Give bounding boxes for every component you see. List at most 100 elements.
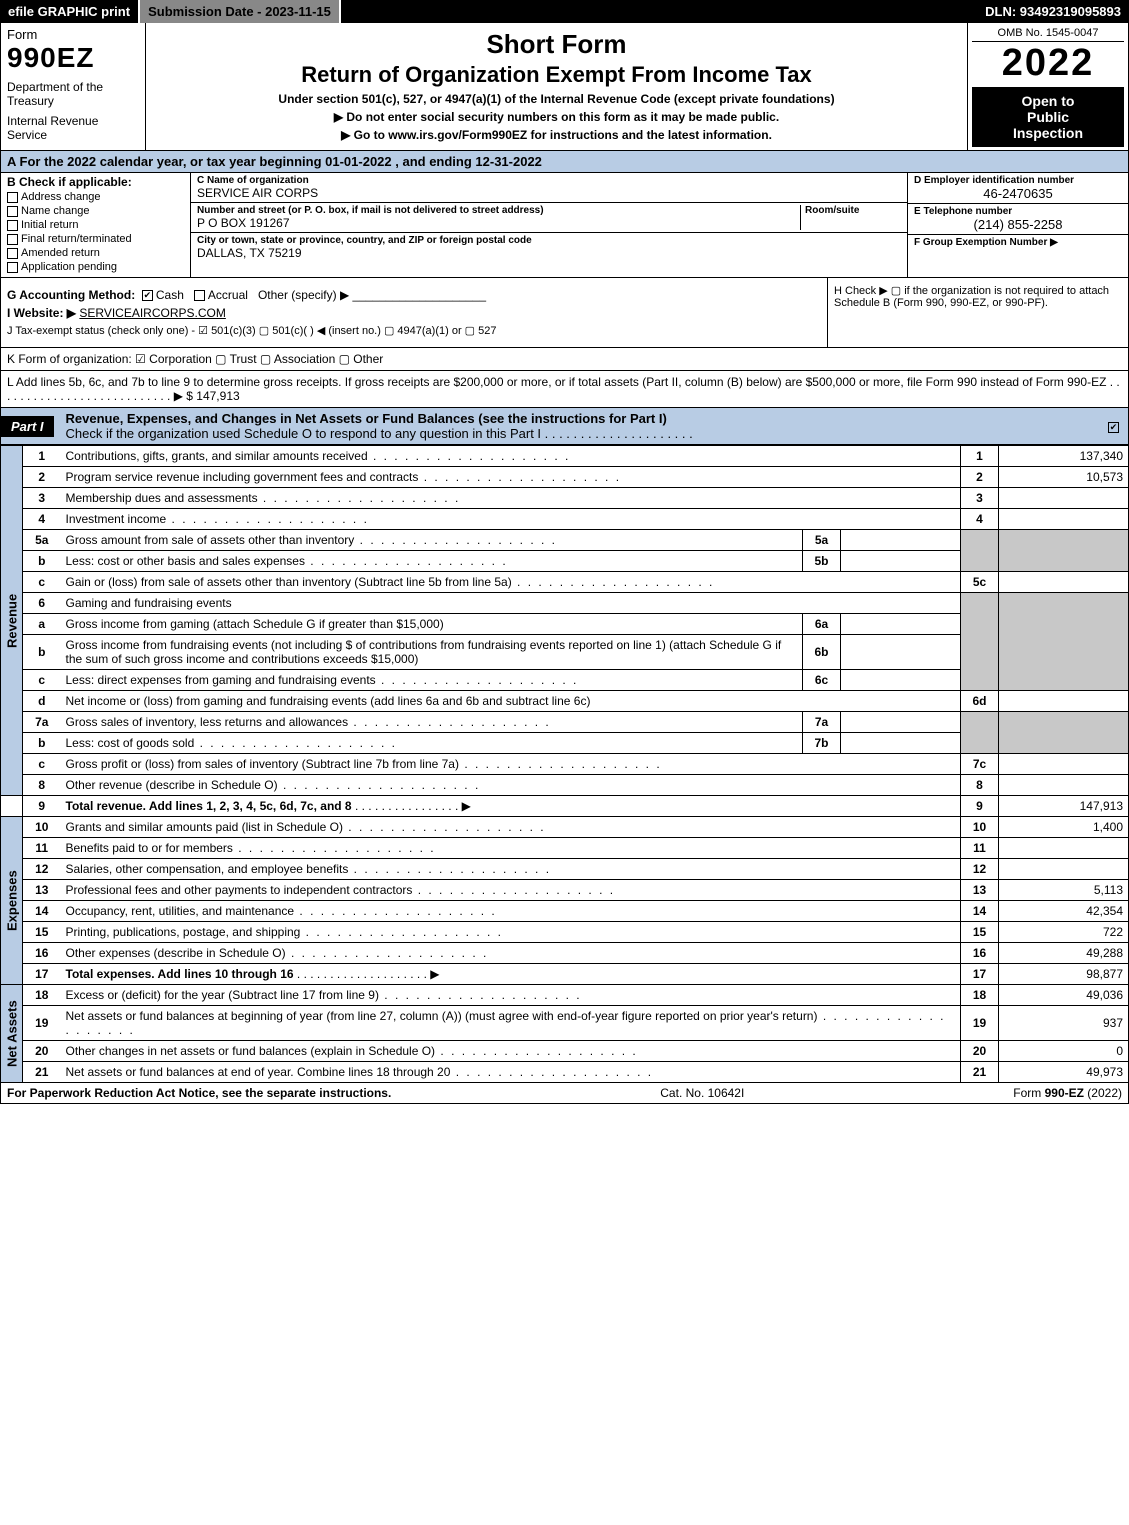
tax-year: 2022 <box>972 42 1124 85</box>
gi-left: G Accounting Method: Cash Accrual Other … <box>1 278 828 347</box>
l10-desc: Grants and similar amounts paid (list in… <box>61 817 961 838</box>
footer-right: Form 990-EZ (2022) <box>1013 1086 1122 1100</box>
l8-box: 8 <box>961 775 999 796</box>
l7b-desc: Less: cost of goods sold <box>61 733 803 754</box>
line-a: A For the 2022 calendar year, or tax yea… <box>0 151 1129 173</box>
side-rev-end <box>1 796 23 817</box>
chk-amended-return[interactable]: Amended return <box>7 247 184 259</box>
l7c-num: c <box>23 754 61 775</box>
l4-val <box>999 509 1129 530</box>
l2-box: 2 <box>961 467 999 488</box>
l5b-sv <box>841 551 961 572</box>
l4-desc: Investment income <box>61 509 961 530</box>
l7c-val <box>999 754 1129 775</box>
l9-box: 9 <box>961 796 999 817</box>
entity-block: B Check if applicable: Address change Na… <box>0 173 1129 278</box>
room-label: Room/suite <box>805 205 901 216</box>
l5-grey-val <box>999 530 1129 572</box>
ein-row: D Employer identification number 46-2470… <box>908 173 1128 204</box>
l13-box: 13 <box>961 880 999 901</box>
chk-application-pending[interactable]: Application pending <box>7 261 184 273</box>
form-number: 990EZ <box>7 42 139 74</box>
section-l-amount: $ 147,913 <box>186 389 239 403</box>
org-name: SERVICE AIR CORPS <box>197 186 901 200</box>
l19-desc: Net assets or fund balances at beginning… <box>61 1006 961 1041</box>
l11-val <box>999 838 1129 859</box>
l8-desc: Other revenue (describe in Schedule O) <box>61 775 961 796</box>
l4-box: 4 <box>961 509 999 530</box>
l17-num: 17 <box>23 964 61 985</box>
efile-label[interactable]: efile GRAPHIC print <box>0 0 140 23</box>
l6d-val <box>999 691 1129 712</box>
l5b-desc: Less: cost or other basis and sales expe… <box>61 551 803 572</box>
omb-number: OMB No. 1545-0047 <box>972 25 1124 42</box>
l7a-num: 7a <box>23 712 61 733</box>
l6-desc: Gaming and fundraising events <box>61 593 961 614</box>
l5a-desc: Gross amount from sale of assets other t… <box>61 530 803 551</box>
l8-num: 8 <box>23 775 61 796</box>
open-line2: Public <box>974 109 1122 125</box>
l11-desc: Benefits paid to or for members <box>61 838 961 859</box>
l7-grey-box <box>961 712 999 754</box>
section-c: C Name of organization SERVICE AIR CORPS… <box>191 173 908 277</box>
l21-box: 21 <box>961 1062 999 1083</box>
l11-box: 11 <box>961 838 999 859</box>
chk-name-change[interactable]: Name change <box>7 205 184 217</box>
l3-val <box>999 488 1129 509</box>
l15-box: 15 <box>961 922 999 943</box>
chk-accrual[interactable] <box>194 290 205 301</box>
l14-num: 14 <box>23 901 61 922</box>
l20-val: 0 <box>999 1041 1129 1062</box>
header-center: Short Form Return of Organization Exempt… <box>146 23 968 150</box>
l5a-num: 5a <box>23 530 61 551</box>
website-link[interactable]: SERVICEAIRCORPS.COM <box>79 306 225 320</box>
chk-final-return[interactable]: Final return/terminated <box>7 233 184 245</box>
l12-box: 12 <box>961 859 999 880</box>
header-right: OMB No. 1545-0047 2022 Open to Public In… <box>968 23 1128 150</box>
form-header: Form 990EZ Department of the Treasury In… <box>0 23 1129 151</box>
l11-num: 11 <box>23 838 61 859</box>
section-h: H Check ▶ ▢ if the organization is not r… <box>828 278 1128 347</box>
line-a-text: A For the 2022 calendar year, or tax yea… <box>7 154 542 169</box>
section-k: K Form of organization: ☑ Corporation ▢ … <box>0 348 1129 371</box>
l5-grey-box <box>961 530 999 572</box>
side-netassets: Net Assets <box>1 985 23 1083</box>
phone-label: E Telephone number <box>914 206 1122 217</box>
subtitle-section: Under section 501(c), 527, or 4947(a)(1)… <box>154 92 959 106</box>
subtitle-ssn-warning: ▶ Do not enter social security numbers o… <box>154 110 959 124</box>
chk-cash[interactable] <box>142 290 153 301</box>
l1-desc: Contributions, gifts, grants, and simila… <box>61 446 961 467</box>
open-line1: Open to <box>974 93 1122 109</box>
l12-val <box>999 859 1129 880</box>
l1-box: 1 <box>961 446 999 467</box>
org-name-row: C Name of organization SERVICE AIR CORPS <box>191 173 907 203</box>
l5c-num: c <box>23 572 61 593</box>
l21-val: 49,973 <box>999 1062 1129 1083</box>
subtitle-goto-link[interactable]: ▶ Go to www.irs.gov/Form990EZ for instru… <box>154 128 959 142</box>
topbar-spacer <box>341 0 977 23</box>
chk-initial-return[interactable]: Initial return <box>7 219 184 231</box>
l21-desc: Net assets or fund balances at end of ye… <box>61 1062 961 1083</box>
l10-num: 10 <box>23 817 61 838</box>
chk-address-change[interactable]: Address change <box>7 191 184 203</box>
part1-check-o[interactable] <box>1102 416 1128 437</box>
page-footer: For Paperwork Reduction Act Notice, see … <box>0 1083 1129 1104</box>
footer-left: For Paperwork Reduction Act Notice, see … <box>7 1086 391 1100</box>
l6a-num: a <box>23 614 61 635</box>
l6b-num: b <box>23 635 61 670</box>
l1-num: 1 <box>23 446 61 467</box>
section-l: L Add lines 5b, 6c, and 7b to line 9 to … <box>0 371 1129 408</box>
ein-value: 46-2470635 <box>914 186 1122 201</box>
l14-val: 42,354 <box>999 901 1129 922</box>
org-name-label: C Name of organization <box>197 175 901 186</box>
submission-date: Submission Date - 2023-11-15 <box>140 0 341 23</box>
l16-desc: Other expenses (describe in Schedule O) <box>61 943 961 964</box>
l16-val: 49,288 <box>999 943 1129 964</box>
l17-desc: Total expenses. Add lines 10 through 16 … <box>61 964 961 985</box>
l7a-desc: Gross sales of inventory, less returns a… <box>61 712 803 733</box>
l6c-sv <box>841 670 961 691</box>
header-left: Form 990EZ Department of the Treasury In… <box>1 23 146 150</box>
l6a-desc: Gross income from gaming (attach Schedul… <box>61 614 803 635</box>
l16-num: 16 <box>23 943 61 964</box>
part1-header: Part I Revenue, Expenses, and Changes in… <box>0 408 1129 445</box>
